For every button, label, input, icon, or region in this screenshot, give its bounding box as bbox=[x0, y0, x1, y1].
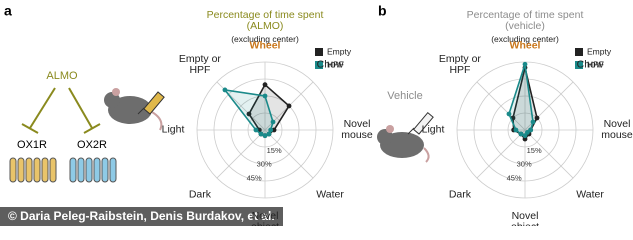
drug-label: Vehicle bbox=[387, 90, 422, 102]
chart-subtitle: (excluding center) bbox=[231, 34, 299, 44]
r-tick-label: 45% bbox=[247, 173, 262, 182]
spoke bbox=[216, 129, 266, 179]
mouse-icon bbox=[104, 88, 163, 131]
data-point bbox=[513, 127, 519, 133]
data-point bbox=[270, 119, 276, 125]
r-tick-label: 15% bbox=[527, 146, 542, 155]
mouse-icon bbox=[377, 125, 430, 163]
legend-label: Empty bbox=[587, 46, 612, 56]
data-point bbox=[253, 127, 259, 133]
panel-label: a bbox=[4, 3, 12, 19]
data-point bbox=[534, 115, 540, 121]
spoke bbox=[524, 129, 574, 179]
legend-swatch bbox=[575, 48, 583, 56]
r-tick-label: 30% bbox=[517, 160, 532, 169]
category-label: Dark bbox=[188, 188, 212, 201]
r-tick-label: 30% bbox=[257, 160, 272, 169]
category-label: Wheel bbox=[509, 39, 541, 52]
inhibition-arrows bbox=[21, 87, 101, 134]
legend-swatch bbox=[315, 61, 323, 69]
legend-label: Empty bbox=[327, 46, 352, 56]
receptor-ox1r bbox=[9, 157, 57, 183]
data-point bbox=[522, 61, 528, 67]
receptor-ox2r bbox=[69, 157, 117, 183]
legend-swatch bbox=[575, 61, 583, 69]
data-point bbox=[262, 93, 268, 99]
category-label: Novel mouse bbox=[601, 118, 633, 141]
data-point bbox=[262, 133, 268, 139]
figure-graphics: a ALMO OX1R OX2R b Vehicle 15% 30% 45% Empt… bbox=[4, 3, 612, 199]
legend-label: HPF bbox=[327, 59, 344, 69]
credit: © Daria Peleg-Raibstein, Denis Burdakov,… bbox=[0, 207, 283, 226]
category-label: Water bbox=[316, 188, 344, 201]
data-point bbox=[266, 131, 272, 137]
category-label: Chow bbox=[316, 58, 344, 71]
data-point bbox=[530, 119, 536, 125]
data-point bbox=[506, 111, 512, 117]
data-point bbox=[522, 133, 528, 139]
data-point bbox=[271, 127, 277, 133]
data-point bbox=[286, 103, 292, 109]
figure: a ALMO OX1R OX2R b Vehicle 15% 30% 45% Empt… bbox=[0, 2, 633, 227]
legend-swatch bbox=[315, 48, 323, 56]
data-point bbox=[246, 111, 252, 117]
category-label: Light bbox=[161, 123, 185, 136]
r-tick-label: 15% bbox=[267, 146, 282, 155]
panel-label: b bbox=[378, 3, 387, 19]
legend-label: HPF bbox=[587, 59, 604, 69]
data-point bbox=[518, 131, 524, 137]
category-label: Empty or HPF bbox=[438, 52, 481, 76]
spoke bbox=[476, 81, 526, 131]
category-label: Chow bbox=[576, 58, 604, 71]
syringe-icon bbox=[137, 91, 165, 115]
receptor-label: OX1R bbox=[17, 139, 47, 151]
drug-label: ALMO bbox=[46, 70, 78, 82]
chart-subtitle: (excluding center) bbox=[491, 34, 559, 44]
category-label: Novel object bbox=[511, 210, 539, 227]
chart-title: Percentage of time spent (ALMO) bbox=[206, 9, 324, 32]
spoke bbox=[476, 129, 526, 179]
spoke bbox=[264, 129, 314, 179]
category-label: Novel mouse bbox=[341, 118, 373, 141]
r-tick-label: 45% bbox=[507, 173, 522, 182]
category-label: Light bbox=[421, 123, 445, 136]
data-point bbox=[262, 82, 268, 88]
category-label: Wheel bbox=[249, 39, 281, 52]
chart-title: Percentage of time spent (vehicle) bbox=[466, 9, 584, 32]
syringe-icon bbox=[407, 111, 434, 135]
category-label: Empty or HPF bbox=[178, 52, 221, 76]
data-point bbox=[522, 136, 528, 142]
receptor-label: OX2R bbox=[77, 139, 107, 151]
category-label: Water bbox=[576, 188, 604, 201]
category-label: Dark bbox=[448, 188, 472, 201]
data-point bbox=[268, 127, 274, 133]
category-label: Novel object bbox=[251, 210, 279, 227]
data-point bbox=[258, 131, 264, 137]
data-point bbox=[222, 87, 228, 93]
